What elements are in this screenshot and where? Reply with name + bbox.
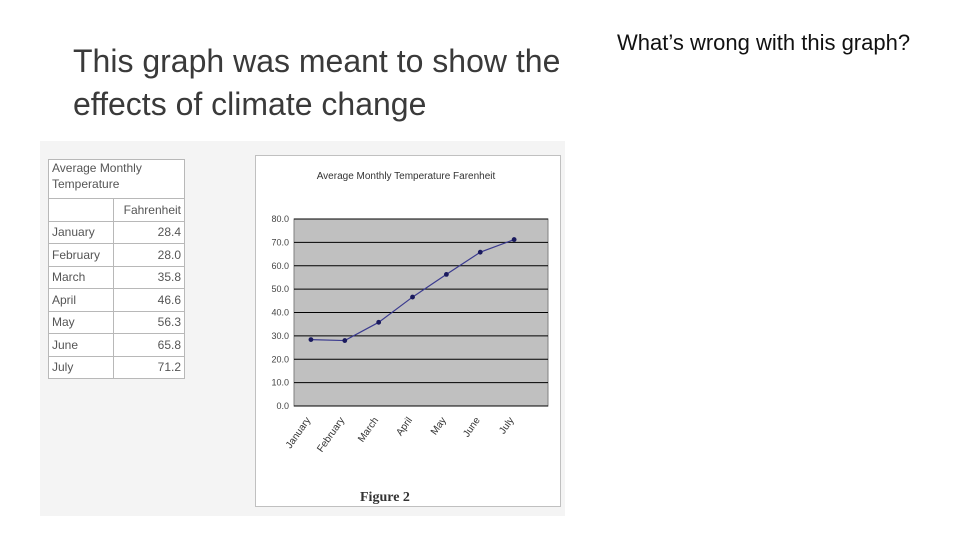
- table-row: January 28.4: [48, 220, 185, 244]
- x-tick-label: March: [356, 415, 381, 444]
- table-cell-value: 65.8: [113, 333, 185, 357]
- y-tick-label: 80.0: [271, 214, 289, 224]
- table-row: March 35.8: [48, 265, 185, 289]
- data-point: [410, 294, 415, 300]
- table-cell-month: January: [48, 220, 114, 244]
- table-cell-month: February: [48, 243, 114, 267]
- slide-title: This graph was meant to show the effects…: [73, 43, 561, 122]
- plot-area: 0.0 10.0 20.0 30.0 40.0 50.0 60.0 70.0 80.0 Janua…: [271, 214, 549, 454]
- figure-image: Average Monthly Temperature Fahrenheit J…: [40, 141, 565, 516]
- table-cell-value: 46.6: [113, 288, 185, 312]
- data-point: [477, 249, 483, 255]
- y-tick-label: 60.0: [271, 261, 289, 271]
- table-row: July 71.2: [48, 355, 185, 379]
- y-tick-label: 30.0: [271, 331, 289, 341]
- table-row: May 56.3: [48, 310, 185, 334]
- data-point: [511, 237, 517, 242]
- table-cell-month: June: [48, 333, 114, 357]
- y-tick-label: 70.0: [271, 237, 289, 247]
- table-row: April 46.6: [48, 288, 185, 312]
- table-cell-month: July: [48, 355, 114, 379]
- data-point: [308, 337, 314, 343]
- table-row: June 65.8: [48, 333, 185, 357]
- y-tick-label: 40.0: [271, 308, 289, 318]
- table-cell-value: 71.2: [113, 355, 185, 379]
- y-tick-label: 0.0: [276, 401, 289, 411]
- x-tick-label: April: [394, 415, 414, 438]
- y-tick-label: 50.0: [271, 284, 289, 294]
- table-cell-month: March: [48, 265, 114, 289]
- table-column-header: Fahrenheit: [113, 198, 185, 222]
- x-tick-label: January: [284, 415, 313, 450]
- table-cell-month: May: [48, 310, 114, 334]
- table-title: Average Monthly Temperature: [48, 159, 185, 199]
- x-tick-label: February: [315, 415, 347, 454]
- table-row: February 28.0: [48, 243, 185, 267]
- table-cell-value: 28.0: [113, 243, 185, 267]
- x-tick-label: July: [497, 415, 516, 436]
- table-cell-value: 56.3: [113, 310, 185, 334]
- figure-caption: Figure 2: [360, 490, 410, 505]
- line-chart: Average Monthly Temperature Farenheit 0.…: [255, 155, 561, 507]
- y-tick-label: 10.0: [271, 378, 289, 388]
- temperature-table: Average Monthly Temperature Fahrenheit J…: [48, 159, 185, 379]
- chart-svg: Average Monthly Temperature Farenheit 0.…: [271, 171, 549, 454]
- question-text: What’s wrong with this graph?: [617, 30, 911, 55]
- table-cell-month: April: [48, 288, 114, 312]
- x-tick-label: June: [461, 415, 483, 439]
- data-point: [444, 271, 449, 277]
- table-cell-value: 28.4: [113, 220, 185, 244]
- data-point: [342, 338, 348, 343]
- chart-title: Average Monthly Temperature Farenheit: [317, 171, 496, 182]
- data-point: [376, 319, 382, 325]
- table-cell-value: 35.8: [113, 265, 185, 289]
- x-tick-label: May: [429, 415, 449, 437]
- y-tick-label: 20.0: [271, 354, 289, 364]
